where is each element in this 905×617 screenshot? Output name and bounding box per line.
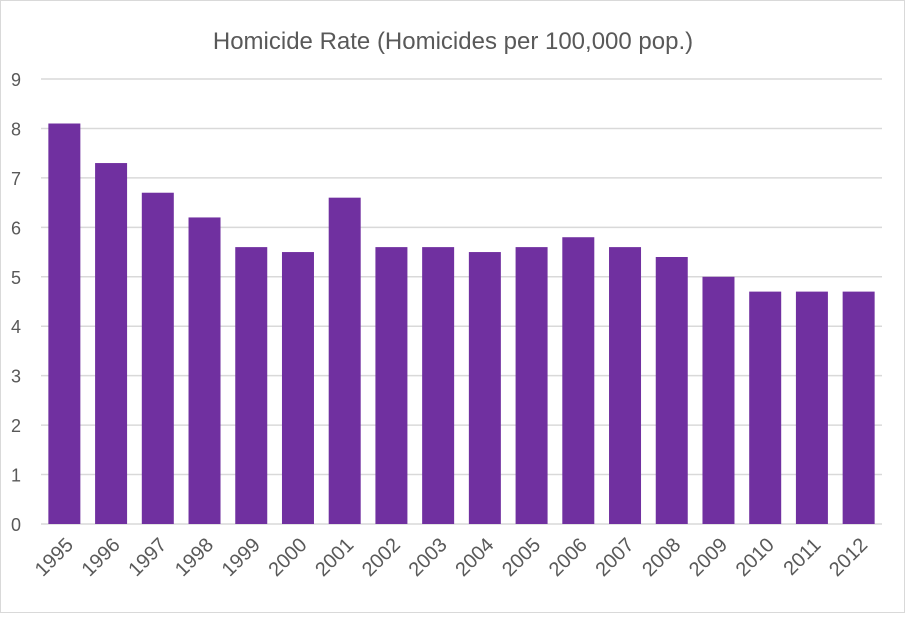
bar-1997 [141,192,174,524]
x-tick-label: 1995 [31,534,78,581]
bars [48,123,875,525]
x-tick-label: 2002 [358,534,405,581]
y-tick-label: 2 [11,416,21,436]
x-tick-label: 1998 [171,534,218,581]
bar-2002 [375,247,408,524]
x-tick-label: 2004 [451,534,498,581]
bar-2010 [749,291,782,524]
bar-2004 [468,252,501,525]
y-tick-label: 3 [11,367,21,387]
x-tick-label: 2005 [498,534,545,581]
gridlines [41,78,882,525]
x-tick-label: 2009 [685,534,732,581]
y-tick-label: 5 [11,268,21,288]
x-tick-label: 2001 [311,534,358,581]
bar-2005 [515,247,548,524]
bar-2003 [422,247,455,524]
bar-2000 [281,252,314,525]
y-tick-label: 7 [11,169,21,189]
x-tick-label: 2012 [825,534,872,581]
bar-2007 [609,247,642,524]
bar-1999 [235,247,268,524]
x-tick-label: 1997 [124,534,171,581]
y-tick-label: 6 [11,218,21,238]
bar-2001 [328,197,361,524]
x-tick-label: 2008 [638,534,685,581]
x-tick-label: 1999 [218,534,265,581]
bar-1998 [188,217,221,524]
bar-2009 [702,276,735,524]
bar-2006 [562,237,595,524]
y-tick-label: 0 [11,515,21,535]
x-tick-label: 2000 [264,534,311,581]
bar-2008 [655,257,688,524]
y-tick-label: 8 [11,119,21,139]
x-tick-label: 2010 [732,534,779,581]
x-axis-ticks: 1995 1996 1997 1998 1999 2000 2001 2002 2003 2004… [31,534,872,581]
bar-1996 [95,163,128,525]
bar-2012 [842,291,875,524]
x-tick-label: 2007 [592,534,639,581]
x-tick-label: 1996 [78,534,125,581]
bar-1995 [48,123,81,524]
y-tick-label: 1 [11,466,21,486]
x-tick-label: 2011 [779,534,825,580]
y-axis-ticks: 0 1 2 3 4 5 6 7 8 9 [11,70,21,535]
x-tick-label: 2003 [405,534,452,581]
chart-title: Homicide Rate (Homicides per 100,000 pop… [213,28,693,55]
y-tick-label: 4 [11,317,21,337]
x-tick-label: 2006 [545,534,592,581]
bar-2011 [795,291,828,524]
y-tick-label: 9 [11,70,21,90]
